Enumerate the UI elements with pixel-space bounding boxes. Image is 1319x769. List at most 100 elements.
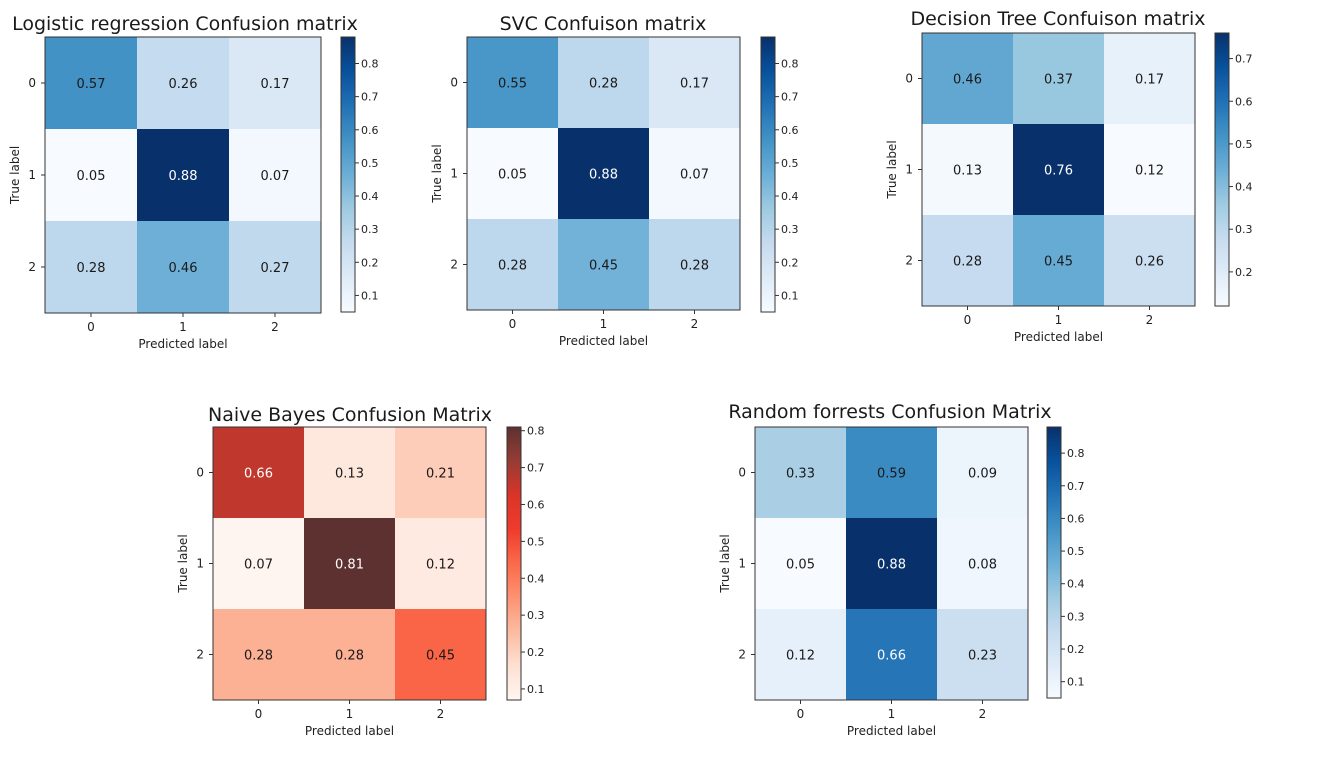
cell-value-label: 0.45: [1044, 255, 1073, 270]
colorbar: [1214, 32, 1230, 307]
chart-title: Naive Bayes Confusion Matrix: [208, 404, 492, 426]
cell-value-label: 0.07: [261, 169, 290, 184]
heatmap-cell: [937, 427, 1028, 518]
cell-value-label: 0.13: [335, 467, 364, 482]
cell-value-label: 0.17: [1135, 73, 1164, 88]
y-tick-label: 2: [450, 258, 458, 272]
x-axis-label: Predicted label: [847, 724, 936, 738]
cell-value-label: 0.45: [589, 259, 618, 274]
heatmap-cell: [922, 33, 1013, 124]
heatmap-cell: [937, 518, 1028, 609]
cell-value-label: 0.07: [244, 558, 273, 573]
x-axis-label: Predicted label: [1014, 330, 1103, 344]
cell-value-label: 0.05: [77, 169, 106, 184]
colorbar-tick-label: 0.8: [527, 425, 545, 438]
y-axis-label: True label: [718, 534, 732, 593]
cell-value-label: 0.66: [877, 649, 906, 664]
y-tick-label: 1: [450, 167, 458, 181]
cell-value-label: 0.76: [1044, 164, 1073, 179]
cell-value-label: 0.07: [680, 168, 709, 183]
colorbar: [1046, 426, 1062, 699]
cell-value-label: 0.46: [169, 261, 198, 276]
colorbar-tick-label: 0.3: [1235, 223, 1253, 236]
y-axis-label: True label: [8, 146, 22, 205]
heatmap-cell: [1104, 215, 1195, 306]
heatmap-cell: [304, 609, 395, 700]
colorbar: [340, 36, 356, 313]
colorbar-tick-label: 0.8: [361, 58, 379, 71]
colorbar-tick-label: 0.7: [781, 91, 799, 104]
confusion-matrix-panel: Random forrests Confusion Matrix 0.33 0.59…: [718, 401, 1085, 738]
cell-value-label: 0.45: [426, 649, 455, 664]
cell-value-label: 0.28: [335, 649, 364, 664]
cell-value-label: 0.27: [261, 261, 290, 276]
colorbar-tick-label: 0.2: [527, 646, 545, 659]
heatmap-cell: [1013, 33, 1104, 124]
colorbar-tick-label: 0.4: [1235, 181, 1253, 194]
chart-title: Decision Tree Confuison matrix: [910, 8, 1205, 30]
x-tick-label: 0: [797, 707, 805, 721]
chart-title: Random forrests Confusion Matrix: [728, 401, 1051, 423]
colorbar-tick-label: 0.3: [527, 609, 545, 622]
colorbar-tick-label: 0.6: [1067, 512, 1085, 525]
colorbar-tick-label: 0.5: [527, 535, 545, 548]
cell-value-label: 0.13: [953, 164, 982, 179]
colorbar-tick-label: 0.6: [527, 498, 545, 511]
x-axis-label: Predicted label: [305, 724, 394, 738]
colorbar-tick-label: 0.5: [1235, 138, 1253, 151]
colorbar-tick-label: 0.6: [781, 124, 799, 137]
colorbar-tick-label: 0.7: [527, 462, 545, 475]
heatmap-cell: [229, 37, 321, 129]
colorbar-tick-label: 0.4: [361, 190, 379, 203]
heatmap-cell: [395, 427, 486, 518]
heatmap-cell: [229, 221, 321, 313]
cell-value-label: 0.57: [77, 77, 106, 92]
colorbar-tick-label: 0.1: [781, 289, 799, 302]
cell-value-label: 0.17: [261, 77, 290, 92]
heatmap-cell: [304, 518, 395, 609]
y-tick-label: 2: [28, 260, 36, 274]
y-tick-label: 0: [738, 466, 746, 480]
heatmap-cell: [755, 609, 846, 700]
heatmap-cell: [45, 221, 137, 313]
x-tick-label: 0: [87, 320, 95, 334]
cell-value-label: 0.23: [968, 649, 997, 664]
heatmap-cell: [45, 129, 137, 221]
colorbar-tick-label: 0.2: [1235, 266, 1253, 279]
colorbar-tick-label: 0.4: [781, 190, 799, 203]
heatmap-cell: [922, 215, 1013, 306]
heatmap-cell: [937, 609, 1028, 700]
cell-value-label: 0.37: [1044, 73, 1073, 88]
heatmap-cell: [467, 128, 558, 219]
heatmap-cell: [213, 609, 304, 700]
heatmap-cell: [558, 128, 649, 219]
x-tick-label: 0: [509, 317, 517, 331]
heatmap-cell: [395, 609, 486, 700]
heatmap-cell: [304, 427, 395, 518]
heatmap-cell: [922, 124, 1013, 215]
cell-value-label: 0.12: [1135, 164, 1164, 179]
y-tick-label: 2: [738, 648, 746, 662]
cell-value-label: 0.08: [968, 558, 997, 573]
y-tick-label: 1: [905, 163, 913, 177]
heatmap-cell: [846, 609, 937, 700]
heatmap-cell: [1104, 33, 1195, 124]
colorbar-tick-label: 0.5: [361, 157, 379, 170]
cell-value-label: 0.05: [498, 168, 527, 183]
x-tick-label: 1: [600, 317, 608, 331]
confusion-matrix-panel: Decision Tree Confuison matrix 0.46 0.37 0.…: [885, 8, 1253, 344]
y-tick-label: 0: [28, 76, 36, 90]
heatmap-cell: [846, 427, 937, 518]
cell-value-label: 0.28: [498, 259, 527, 274]
heatmap-cell: [395, 518, 486, 609]
heatmap-cell: [45, 37, 137, 129]
x-tick-label: 2: [691, 317, 699, 331]
confusion-matrix-panel: Logistic regression Confusion matrix 0.57…: [8, 13, 379, 351]
y-tick-label: 1: [196, 557, 204, 571]
colorbar-tick-label: 0.2: [781, 256, 799, 269]
heatmap-cell: [137, 37, 229, 129]
heatmap-cell: [846, 518, 937, 609]
colorbar-tick-label: 0.6: [1235, 95, 1253, 108]
